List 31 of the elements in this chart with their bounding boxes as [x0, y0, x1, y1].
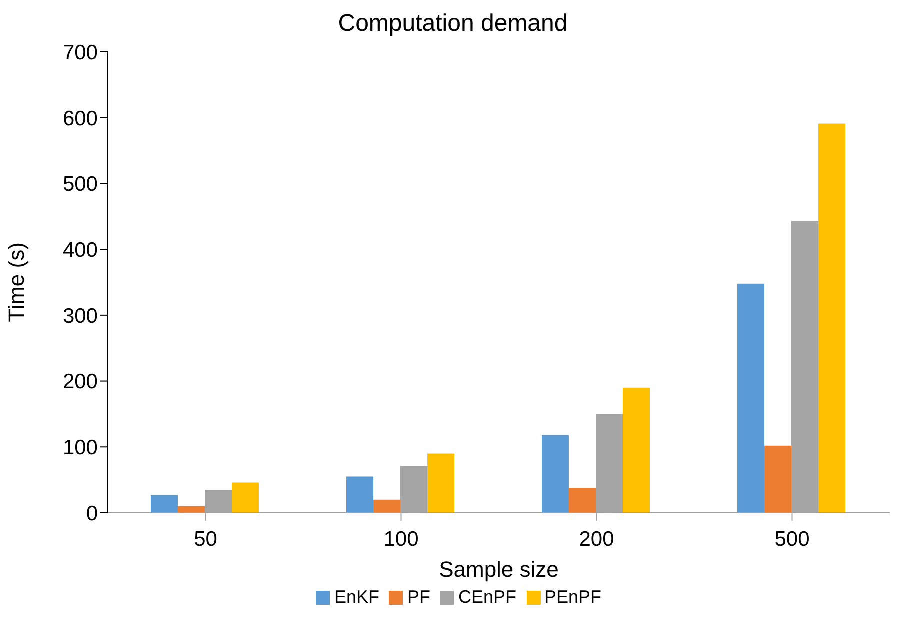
legend-label: CEnPF	[458, 587, 517, 607]
bar	[764, 446, 792, 513]
y-tick-label: 100	[62, 436, 98, 460]
bar	[178, 506, 206, 513]
y-tick-label: 200	[62, 370, 98, 394]
legend-label: PEnPF	[544, 587, 602, 607]
bar	[428, 454, 455, 513]
x-axis-title: Sample size	[439, 557, 559, 582]
bar	[623, 388, 650, 513]
y-tick-label: 700	[62, 41, 98, 64]
y-tick-label: 500	[62, 173, 98, 196]
chart-title: Computation demand	[337, 10, 569, 38]
legend-label: PF	[407, 587, 430, 607]
x-tick-label: 100	[384, 528, 419, 551]
legend-label: EnKF	[334, 587, 380, 607]
bar	[569, 488, 596, 513]
y-tick-label: 0	[86, 502, 98, 526]
bar	[151, 495, 178, 513]
x-tick-label: 200	[579, 528, 614, 551]
y-tick-label: 300	[62, 304, 98, 328]
bar	[818, 124, 846, 513]
bar	[232, 482, 260, 513]
x-tick-label: 500	[774, 528, 810, 551]
y-axis-title: Time (s)	[4, 242, 29, 322]
x-tick-label: 50	[194, 528, 218, 551]
y-tick-label: 400	[62, 239, 98, 262]
bar	[542, 435, 570, 513]
bar	[738, 284, 765, 513]
y-tick-label: 600	[62, 107, 98, 130]
bar	[374, 500, 401, 513]
bar	[346, 476, 374, 513]
